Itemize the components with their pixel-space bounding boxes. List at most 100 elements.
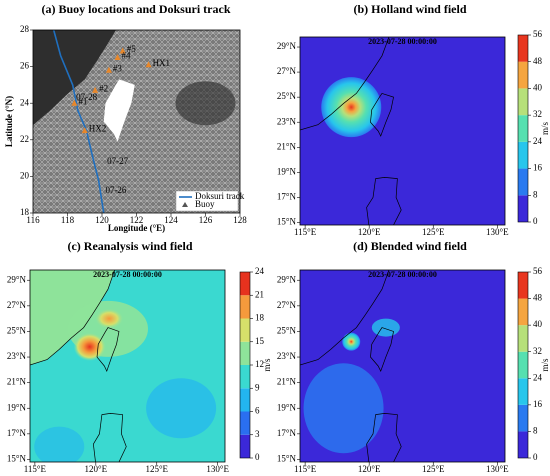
colorbar-tick-label: 48 bbox=[533, 293, 543, 303]
colorbar-tick-label: 6 bbox=[255, 406, 260, 416]
x-tick-label: 120 bbox=[95, 215, 109, 225]
colorbar-bin bbox=[518, 298, 528, 326]
y-tick-label: 23°N bbox=[277, 116, 297, 126]
map bbox=[300, 270, 505, 462]
colorbar-frame bbox=[517, 34, 529, 223]
x-tick-label: 126 bbox=[199, 215, 213, 225]
x-tick-label: 115°E bbox=[24, 464, 47, 474]
colorbar-label: m/s bbox=[262, 358, 272, 372]
y-tick-label: 18 bbox=[20, 207, 30, 217]
x-tick-label: 130°E bbox=[206, 464, 229, 474]
colorbar-tick-label: 0 bbox=[255, 452, 260, 462]
x-tick-label: 116 bbox=[26, 215, 40, 225]
coastline bbox=[30, 270, 116, 366]
buoy-label: HX1 bbox=[153, 58, 171, 68]
track bbox=[52, 30, 105, 213]
colorbar-tick-label: 24 bbox=[255, 266, 265, 276]
colorbar-bin bbox=[518, 404, 528, 432]
y-tick-label: 20 bbox=[20, 170, 30, 180]
colorbar-bin bbox=[518, 195, 528, 222]
y-tick-label: 27°N bbox=[277, 300, 297, 310]
y-tick-label: 22 bbox=[20, 134, 29, 144]
colorbar-bin bbox=[240, 295, 250, 319]
legend-label: Doksuri track bbox=[195, 191, 245, 201]
x-tick-label: 124 bbox=[164, 215, 178, 225]
buoy-label: #3 bbox=[113, 63, 123, 73]
buoy bbox=[145, 61, 152, 68]
buoy bbox=[105, 66, 112, 73]
panel: (c) Reanalysis wind field 2023-07-28 00:0… bbox=[7, 239, 272, 474]
frame bbox=[29, 269, 226, 463]
y-tick-label: 17°N bbox=[7, 428, 27, 438]
colorbar-tick-label: 8 bbox=[533, 189, 538, 199]
panel-title: (d) Blended wind field bbox=[353, 239, 467, 253]
coastline bbox=[300, 37, 390, 131]
colorbar-tick-label: 12 bbox=[255, 359, 264, 369]
date-label: 07-28 bbox=[76, 92, 97, 102]
colorbar-tick-label: 32 bbox=[533, 109, 542, 119]
y-tick-label: 23°N bbox=[7, 351, 27, 361]
colorbar-bin bbox=[518, 272, 528, 299]
colorbar-tick-label: 24 bbox=[533, 372, 543, 382]
field-low bbox=[34, 426, 85, 462]
coastline bbox=[96, 327, 120, 373]
panel-subtitle: 2023-07-28 00:00:00 bbox=[368, 270, 437, 279]
colorbar-tick-label: 21 bbox=[255, 289, 264, 299]
buoy bbox=[81, 127, 88, 134]
y-tick-label: 19°N bbox=[277, 402, 297, 412]
y-tick-label: 27°N bbox=[7, 300, 27, 310]
taiwan bbox=[103, 79, 135, 142]
x-tick-label: 115°E bbox=[294, 227, 317, 237]
y-axis-label: Latitude (°N) bbox=[4, 96, 14, 147]
coastline bbox=[366, 177, 402, 225]
colorbar-bin bbox=[240, 388, 250, 412]
colorbar-tick-label: 48 bbox=[533, 56, 543, 66]
y-tick-label: 29°N bbox=[277, 274, 297, 284]
colorbar-bin bbox=[518, 141, 528, 169]
colorbar-label: m/s bbox=[540, 358, 550, 372]
y-tick-label: 19°N bbox=[7, 402, 27, 412]
y-tick-label: 27°N bbox=[277, 66, 297, 76]
y-tick-label: 26 bbox=[20, 61, 30, 71]
field-sw bbox=[303, 363, 384, 454]
colorbar-bin bbox=[518, 168, 528, 196]
y-tick-label: 29°N bbox=[277, 41, 297, 51]
colorbar-tick-label: 0 bbox=[533, 216, 538, 226]
map bbox=[30, 270, 225, 462]
field-high bbox=[73, 332, 106, 361]
date-label: 07-27 bbox=[107, 156, 128, 166]
buoy bbox=[119, 47, 126, 54]
colorbar-bin bbox=[518, 61, 528, 89]
colorbar-tick-label: 56 bbox=[533, 29, 543, 39]
y-tick-label: 25°N bbox=[277, 326, 297, 336]
x-tick-label: 122 bbox=[130, 215, 144, 225]
field-strait bbox=[371, 318, 400, 337]
buoy bbox=[71, 99, 78, 106]
y-tick-label: 29°N bbox=[7, 274, 27, 284]
panel-subtitle: 2023-07-28 00:00:00 bbox=[368, 37, 437, 46]
coastline bbox=[370, 92, 394, 137]
panel: (d) Blended wind field 2023-07-28 00:00:0… bbox=[277, 239, 550, 474]
colorbar-tick-label: 9 bbox=[255, 382, 260, 392]
x-tick-label: 120°E bbox=[358, 464, 381, 474]
colorbar-tick-label: 24 bbox=[533, 136, 543, 146]
colorbar-bin bbox=[518, 378, 528, 405]
y-tick-label: 28 bbox=[20, 24, 30, 34]
colorbar-bin bbox=[518, 115, 528, 142]
vortex bbox=[342, 332, 361, 351]
panel-title: (b) Holland wind field bbox=[353, 2, 466, 16]
y-tick-label: 24 bbox=[20, 97, 30, 107]
colorbar-bin bbox=[240, 434, 250, 458]
x-tick-label: 125°E bbox=[422, 464, 445, 474]
legend-marker bbox=[182, 202, 188, 207]
y-tick-label: 23°N bbox=[277, 351, 297, 361]
buoy bbox=[92, 86, 99, 93]
panel: (b) Holland wind field 2023-07-28 00:00:0… bbox=[277, 2, 550, 237]
y-tick-label: 19°N bbox=[277, 166, 297, 176]
colorbar-bin bbox=[240, 341, 250, 365]
x-tick-label: 130°E bbox=[486, 227, 509, 237]
coastline bbox=[366, 413, 402, 462]
colorbar-bin bbox=[518, 351, 528, 379]
colorbar-tick-label: 16 bbox=[533, 163, 543, 173]
legend bbox=[175, 190, 239, 212]
